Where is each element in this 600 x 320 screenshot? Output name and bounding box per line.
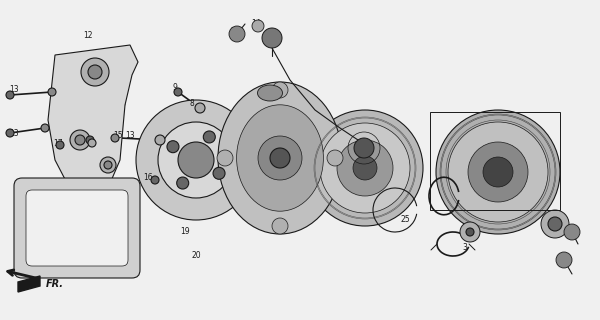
Text: 2: 2 <box>373 164 377 172</box>
Circle shape <box>88 65 102 79</box>
Ellipse shape <box>257 85 283 101</box>
Circle shape <box>75 135 85 145</box>
Text: 13: 13 <box>9 129 19 138</box>
Text: 23: 23 <box>569 228 579 236</box>
Text: 17: 17 <box>53 139 63 148</box>
FancyBboxPatch shape <box>26 190 128 266</box>
Circle shape <box>111 134 119 142</box>
Circle shape <box>217 150 233 166</box>
FancyBboxPatch shape <box>14 178 140 278</box>
Circle shape <box>483 157 513 187</box>
Ellipse shape <box>218 82 342 234</box>
Text: 1: 1 <box>275 205 280 214</box>
Circle shape <box>337 140 393 196</box>
Text: 13: 13 <box>9 84 19 93</box>
Circle shape <box>136 100 256 220</box>
Circle shape <box>6 129 14 137</box>
Circle shape <box>178 142 214 178</box>
Circle shape <box>320 123 410 213</box>
Circle shape <box>195 103 205 113</box>
Circle shape <box>151 176 159 184</box>
Circle shape <box>100 157 116 173</box>
Text: 4: 4 <box>451 188 455 196</box>
Circle shape <box>177 177 189 189</box>
Circle shape <box>354 138 374 158</box>
Ellipse shape <box>236 105 323 211</box>
Circle shape <box>436 110 560 234</box>
Circle shape <box>327 150 343 166</box>
Text: 11: 11 <box>85 218 95 227</box>
Circle shape <box>213 167 225 179</box>
Circle shape <box>556 252 572 268</box>
Circle shape <box>6 91 14 99</box>
Circle shape <box>167 141 179 153</box>
Text: 14: 14 <box>251 20 261 28</box>
Text: 6: 6 <box>359 143 364 153</box>
Circle shape <box>307 110 423 226</box>
Text: 21: 21 <box>335 125 345 134</box>
Circle shape <box>104 161 112 169</box>
Circle shape <box>262 28 282 48</box>
Circle shape <box>56 141 64 149</box>
Circle shape <box>448 122 548 222</box>
Circle shape <box>86 136 94 144</box>
Circle shape <box>41 124 49 132</box>
Text: 22: 22 <box>230 28 240 36</box>
Text: FR.: FR. <box>46 279 64 289</box>
Text: 10: 10 <box>525 148 535 156</box>
Circle shape <box>48 88 56 96</box>
Circle shape <box>158 122 234 198</box>
Circle shape <box>272 218 288 234</box>
Circle shape <box>460 222 480 242</box>
Text: 3: 3 <box>463 244 467 252</box>
Circle shape <box>88 139 96 147</box>
Circle shape <box>155 135 165 145</box>
Circle shape <box>70 130 90 150</box>
Circle shape <box>252 20 264 32</box>
Text: 24: 24 <box>552 218 562 227</box>
Circle shape <box>466 228 474 236</box>
Circle shape <box>229 26 245 42</box>
Circle shape <box>272 82 288 98</box>
Text: 16: 16 <box>143 172 153 181</box>
Text: 12: 12 <box>83 31 93 41</box>
Text: 7: 7 <box>566 258 571 267</box>
Circle shape <box>81 58 109 86</box>
Text: 8: 8 <box>190 100 194 108</box>
Circle shape <box>468 142 528 202</box>
Circle shape <box>564 224 580 240</box>
Circle shape <box>353 156 377 180</box>
Text: 20: 20 <box>191 252 201 260</box>
Text: 5: 5 <box>470 228 475 236</box>
Circle shape <box>203 131 215 143</box>
Text: 13: 13 <box>125 132 135 140</box>
Bar <box>430 112 560 210</box>
Text: 19: 19 <box>180 228 190 236</box>
Circle shape <box>258 136 302 180</box>
Circle shape <box>270 148 290 168</box>
Text: 25: 25 <box>400 215 410 225</box>
Text: 15: 15 <box>113 131 123 140</box>
Text: 18: 18 <box>267 31 277 41</box>
Circle shape <box>541 210 569 238</box>
Circle shape <box>190 163 200 173</box>
Text: 9: 9 <box>173 84 178 92</box>
Polygon shape <box>48 45 138 195</box>
Circle shape <box>548 217 562 231</box>
Circle shape <box>174 88 182 96</box>
Polygon shape <box>18 276 40 292</box>
